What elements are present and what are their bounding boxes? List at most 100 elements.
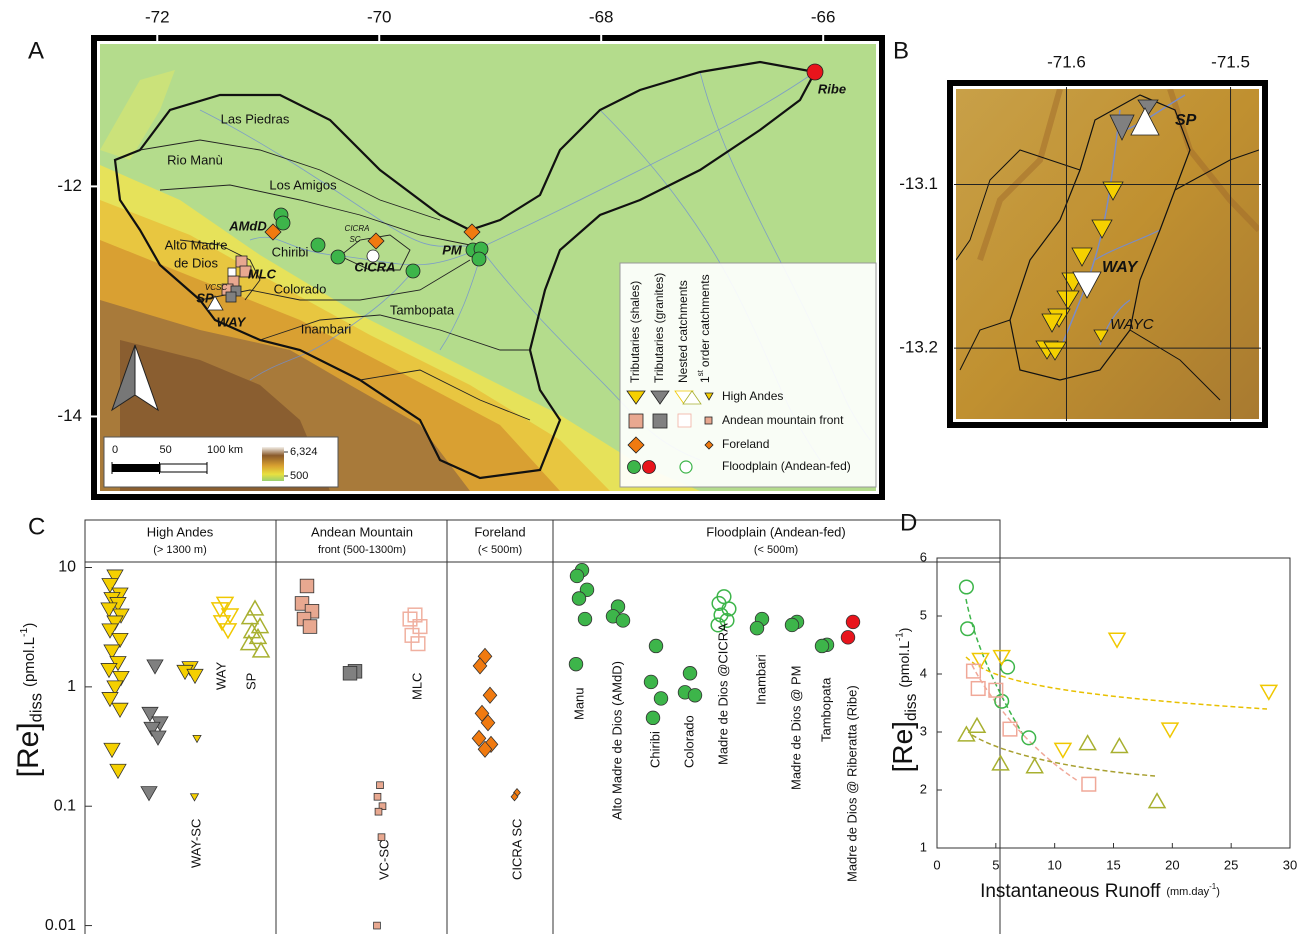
scale-box	[103, 436, 339, 488]
strip-label: SP	[243, 673, 258, 690]
series	[239, 599, 271, 658]
legend-column-part: order catchments	[698, 274, 712, 367]
marker	[412, 619, 428, 635]
marker	[373, 921, 381, 930]
marker	[378, 802, 387, 811]
x-axis-label-part: Instantaneous Runoff	[980, 881, 1161, 902]
elevation-label: 500	[290, 470, 308, 482]
marker	[1107, 632, 1127, 649]
x-axis-label-part: -1	[1209, 882, 1217, 891]
marker	[140, 786, 158, 802]
legend-column: 1st order catchments	[696, 274, 712, 383]
panel-d-frame	[936, 557, 1291, 849]
scale-label: 50	[160, 444, 172, 456]
elevation-label: 6,324	[290, 446, 318, 458]
strip-label: Tambopata	[818, 677, 833, 742]
map-label: Tambopata	[390, 302, 455, 317]
panel-letter: A	[28, 37, 44, 64]
y-tick-label: 0.1	[54, 797, 76, 814]
marker	[103, 644, 121, 660]
marker	[682, 666, 698, 681]
marker	[472, 657, 488, 675]
map-label: CICRA	[345, 224, 370, 233]
marker	[143, 721, 161, 738]
scale-bar	[159, 463, 208, 473]
marker	[784, 617, 800, 633]
group-title: Foreland	[474, 524, 525, 539]
marker	[992, 649, 1012, 667]
scale-label: 100 km	[207, 444, 243, 456]
x-tick-label: 30	[1283, 857, 1297, 872]
marker	[482, 686, 498, 704]
marker	[250, 617, 270, 634]
marker	[112, 671, 130, 687]
y-axis-label-part: -1	[894, 632, 905, 641]
lon-tick-label: -70	[367, 7, 392, 26]
marker	[643, 674, 659, 690]
marker	[210, 602, 230, 619]
map-label: Inambari	[301, 321, 352, 336]
marker	[186, 668, 204, 685]
marker	[960, 621, 976, 637]
series	[643, 638, 669, 726]
legend-column: Tributaries (granites)	[652, 273, 666, 383]
x-axis-label-part: (mm.day	[1166, 886, 1209, 898]
marker	[377, 833, 386, 842]
marker	[376, 781, 384, 789]
x-tick-label: 0	[933, 857, 940, 872]
y-axis-label-part: [Re]	[887, 721, 918, 772]
marker	[1053, 742, 1073, 759]
strip-label: VC-SC	[376, 840, 391, 880]
y-axis-label-part: (pmol.L	[21, 637, 38, 687]
panel-letter: C	[28, 513, 45, 540]
legend-symbols	[626, 390, 714, 474]
strip-label: Madre de Dios @CICRA	[715, 623, 730, 765]
series	[971, 632, 1279, 759]
map-label: Ribe	[818, 81, 846, 96]
x-tick-label: 25	[1224, 857, 1238, 872]
series	[605, 599, 631, 628]
map-label: de Dios	[174, 255, 219, 270]
marker	[111, 632, 129, 649]
map-b-terrain	[956, 89, 1259, 419]
y-tick-label: 10	[58, 559, 76, 576]
y-tick-label: 4	[920, 665, 927, 680]
marker	[101, 692, 119, 708]
map-label: Las Piedras	[221, 111, 290, 126]
strip-label: Manu	[571, 687, 586, 720]
strip-label: Colorado	[681, 715, 696, 768]
series	[189, 734, 202, 802]
marker	[218, 623, 238, 640]
x-tick-label: 5	[992, 857, 999, 872]
lat-tick-label: -14	[57, 406, 82, 425]
marker	[111, 702, 129, 718]
strip-label: Inambari	[753, 654, 768, 705]
series	[568, 562, 595, 672]
fit-curves	[965, 598, 1268, 782]
lon-tick-label: -66	[811, 7, 836, 26]
marker	[251, 641, 271, 658]
marker	[571, 591, 587, 606]
marker	[106, 569, 124, 585]
marker	[510, 792, 519, 802]
map-label: MLC	[248, 266, 277, 281]
marker	[212, 615, 232, 632]
y-axis-label-part: [Re]	[12, 722, 45, 777]
marker	[719, 612, 735, 629]
series	[140, 659, 169, 802]
y-axis-label-part: -1	[18, 627, 30, 636]
lon-tick-label: -72	[145, 7, 170, 26]
map-label: WAY	[217, 314, 247, 329]
y-tick-label: 3	[920, 723, 927, 738]
marker	[568, 656, 584, 672]
map-label: Colorado	[274, 281, 327, 296]
y-tick-label: 1	[920, 839, 927, 854]
marker	[240, 608, 260, 625]
legend-row: Andean mountain front	[722, 413, 844, 427]
map-label: Rio Manù	[167, 152, 223, 167]
x-axis-label: Instantaneous Runoff (mm.day-1)	[980, 881, 1220, 902]
marker	[477, 740, 493, 758]
scale-bar	[112, 464, 160, 472]
marker	[710, 617, 726, 633]
